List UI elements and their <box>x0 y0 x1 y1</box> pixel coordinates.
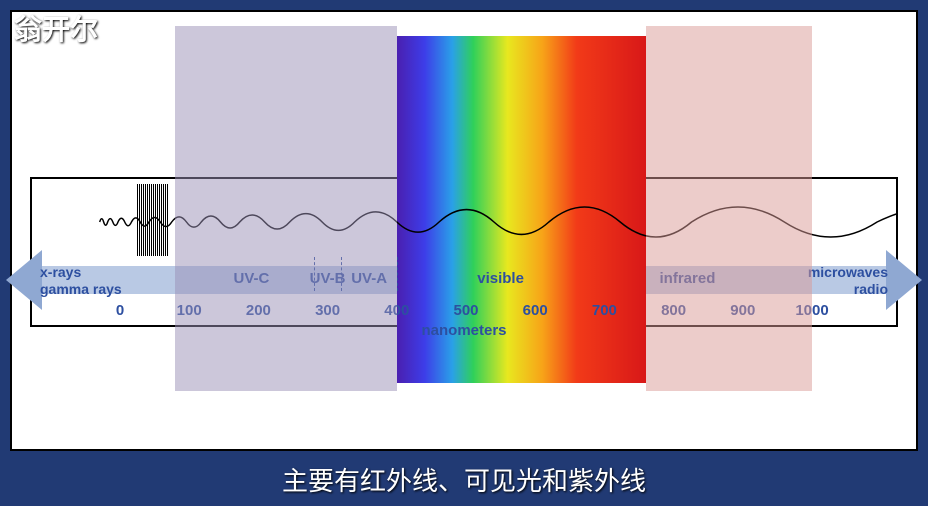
end-label-left: x-rays gamma rays <box>40 264 122 298</box>
microwaves-label: microwaves <box>808 264 888 281</box>
tick-0: 0 <box>116 302 124 319</box>
tick-700: 700 <box>592 302 617 319</box>
tick-500: 500 <box>453 302 478 319</box>
infrared-overlay <box>646 26 812 391</box>
region-label-visible: visible <box>477 270 524 287</box>
xrays-label: x-rays <box>40 264 122 281</box>
logo: 翁开尔 <box>14 8 98 48</box>
gamma-rays-label: gamma rays <box>40 281 122 298</box>
radio-label: radio <box>808 281 888 298</box>
tick-600: 600 <box>523 302 548 319</box>
subtitle-caption: 主要有红外线、可见光和紫外线 <box>0 461 928 498</box>
end-label-right: microwaves radio <box>808 264 888 298</box>
uv-overlay <box>175 26 396 391</box>
uv-tick-400 <box>397 257 398 291</box>
diagram-frame: x-rays gamma rays microwaves radio 01002… <box>10 10 918 451</box>
